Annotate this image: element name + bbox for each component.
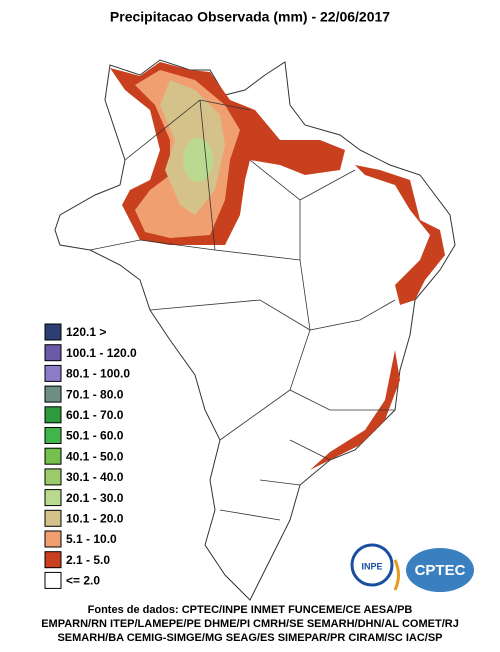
source-line: SEMARH/BA CEMIG-SIMGE/MG SEAG/ES SIMEPAR… (57, 632, 442, 644)
cptec-logo (406, 548, 474, 592)
legend-swatch (44, 509, 62, 527)
legend-label: 50.1 - 60.0 (66, 429, 124, 443)
legend-label: 5.1 - 10.0 (66, 532, 117, 546)
legend-swatch (44, 406, 62, 424)
legend-label: 100.1 - 120.0 (66, 346, 137, 360)
legend-label: 2.1 - 5.0 (66, 553, 110, 567)
legend-label: <= 2.0 (66, 574, 100, 588)
legend-label: 80.1 - 100.0 (66, 367, 130, 381)
rain-20-30 (183, 138, 213, 182)
logo-arrow (393, 559, 400, 591)
legend-swatch (44, 447, 62, 465)
legend-swatch (44, 571, 62, 589)
source-line: EMPARN/RN ITEP/LAMEPE/PE DHME/PI CMRH/SE… (41, 618, 459, 630)
cptec-label: CPTEC (415, 562, 466, 579)
legend-swatch (44, 364, 62, 382)
logos: INPE CPTEC (350, 543, 474, 592)
legend-label: 70.1 - 80.0 (66, 387, 124, 401)
legend-swatch (44, 468, 62, 486)
legend-swatch (44, 385, 62, 403)
legend-label: 30.1 - 40.0 (66, 470, 124, 484)
inpe-label: INPE (361, 561, 382, 571)
legend-swatch (44, 489, 62, 507)
legend-label: 120.1 > (66, 325, 106, 339)
legend-label: 60.1 - 70.0 (66, 408, 124, 422)
map (54, 59, 456, 601)
source-line: Fontes de dados: CPTEC/INPE INMET FUNCEM… (88, 604, 413, 616)
legend-swatch (44, 427, 62, 444)
sources: Fontes de dados: CPTEC/INPE INMET FUNCEM… (41, 604, 459, 644)
inpe-logo (350, 543, 394, 587)
legend-label: 40.1 - 50.0 (66, 449, 124, 463)
legend-swatch (44, 530, 62, 548)
legend-swatch (44, 323, 62, 341)
state-lines (89, 99, 396, 521)
title: Precipitacao Observada (mm) - 22/06/2017 (110, 9, 390, 25)
legend: 120.1 > 100.1 - 120.0 80.1 - 100.0 70.1 - 8… (44, 323, 137, 589)
rain-coast (355, 165, 445, 305)
legend-swatch (44, 344, 62, 362)
legend-swatch (44, 551, 62, 569)
legend-label: 20.1 - 30.0 (66, 491, 124, 505)
legend-label: 10.1 - 20.0 (66, 511, 124, 525)
